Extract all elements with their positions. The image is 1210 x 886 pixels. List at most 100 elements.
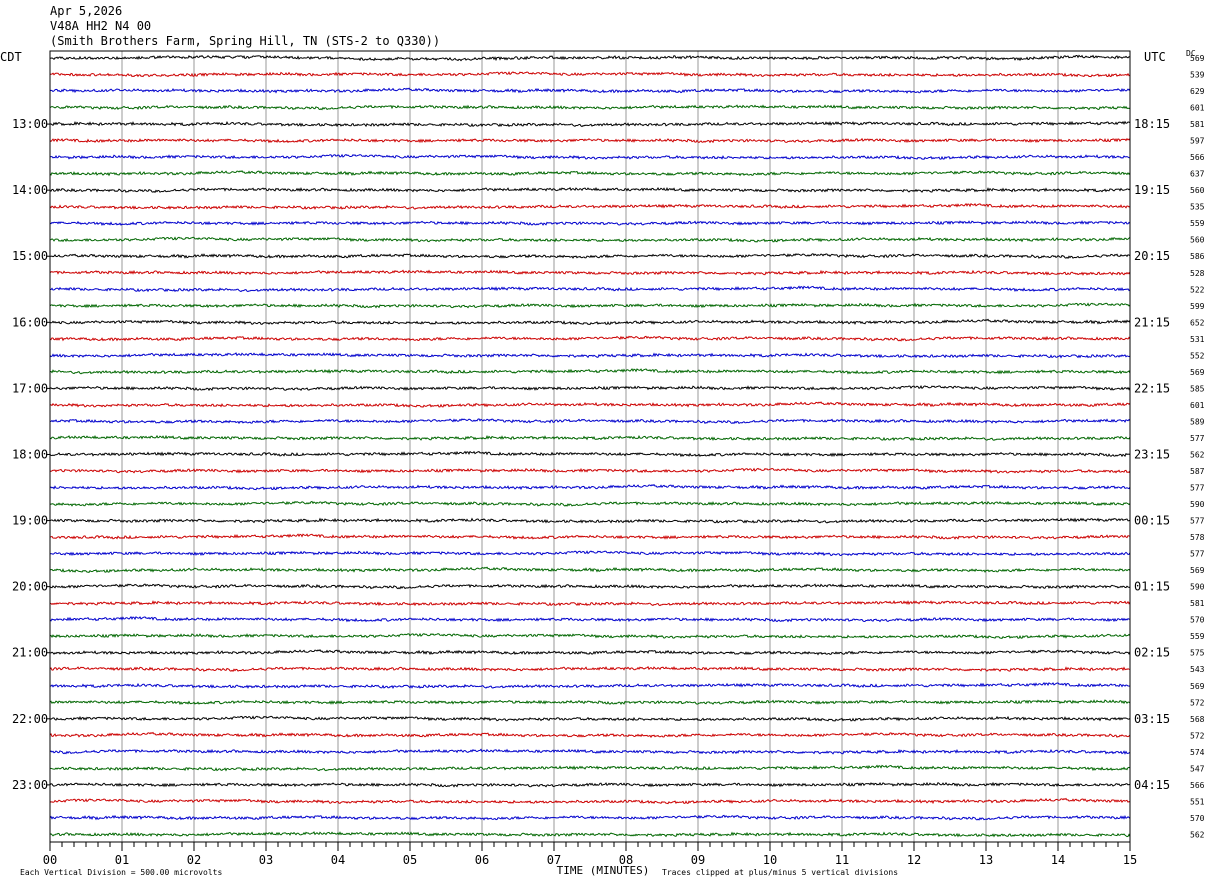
trace-row-33: [49, 583, 1131, 590]
dc-value: 597: [1190, 137, 1205, 146]
trace-row-25: [49, 450, 1131, 458]
x-tick-label: 01: [115, 853, 129, 867]
x-tick-label: 09: [691, 853, 705, 867]
left-hour-label: 17:00: [12, 381, 48, 395]
trace-row-31: [49, 550, 1131, 557]
grid-lines: [121, 51, 1059, 842]
trace-row-45: [49, 781, 1131, 788]
left-hour-label: 20:00: [12, 580, 48, 594]
trace-row-30: [49, 533, 1131, 540]
trace-row-41: [49, 715, 1131, 722]
trace-row-19: [49, 352, 1131, 359]
dc-value: 587: [1190, 467, 1205, 476]
dc-value: 566: [1190, 781, 1205, 790]
trace-row-29: [49, 517, 1131, 524]
right-hour-label: 22:15: [1134, 381, 1170, 395]
trace-row-20: [49, 368, 1131, 375]
trace-row-13: [49, 253, 1131, 259]
dc-value: 575: [1190, 649, 1205, 658]
trace-row-28: [49, 500, 1131, 507]
dc-value: 552: [1190, 351, 1205, 360]
dc-value: 522: [1190, 285, 1205, 294]
clipping-note: Traces clipped at plus/minus 5 vertical …: [662, 868, 898, 877]
x-tick-label: 12: [907, 853, 921, 867]
right-hour-label: 18:15: [1134, 117, 1170, 131]
dc-value: 551: [1190, 797, 1205, 806]
dc-value: 572: [1190, 698, 1205, 707]
dc-value: 585: [1190, 384, 1205, 393]
trace-row-40: [49, 699, 1131, 706]
left-hour-label: 16:00: [12, 315, 48, 329]
x-tick-label: 10: [763, 853, 777, 867]
x-tick-label: 14: [1051, 853, 1065, 867]
trace-row-42: [49, 731, 1131, 739]
right-axis-label: UTC: [1144, 50, 1166, 64]
trace-row-48: [49, 831, 1131, 838]
trace-row-8: [49, 170, 1131, 177]
right-hour-label: 02:15: [1134, 646, 1170, 660]
station-label: V48A HH2 N4 00: [50, 19, 152, 33]
trace-row-21: [49, 385, 1131, 392]
trace-row-17: [49, 318, 1131, 326]
dc-value: 601: [1190, 401, 1205, 410]
dc-value: 577: [1190, 550, 1205, 559]
trace-group: [49, 54, 1131, 838]
trace-row-24: [49, 434, 1131, 442]
trace-row-46: [49, 797, 1131, 805]
trace-row-37: [49, 649, 1131, 656]
dc-value: 578: [1190, 533, 1205, 542]
dc-value: 562: [1190, 830, 1205, 839]
left-hour-label: 15:00: [12, 249, 48, 263]
dc-value: 599: [1190, 302, 1205, 311]
dc-value: 566: [1190, 153, 1205, 162]
dc-value: 590: [1190, 500, 1205, 509]
trace-row-18: [49, 335, 1131, 342]
trace-row-10: [49, 202, 1131, 210]
left-hour-label: 18:00: [12, 447, 48, 461]
right-hour-label: 01:15: [1134, 580, 1170, 594]
dc-value: 581: [1190, 599, 1205, 608]
x-tick-label: 00: [43, 853, 57, 867]
plot-frame: [49, 50, 1131, 843]
dc-value: 547: [1190, 764, 1205, 773]
left-axis-label: CDT: [0, 50, 22, 64]
dc-value: 581: [1190, 120, 1205, 129]
dc-value: 574: [1190, 748, 1205, 757]
dc-value: 560: [1190, 236, 1205, 245]
x-tick-label: 02: [187, 853, 201, 867]
trace-row-4: [49, 104, 1131, 111]
dc-value: 570: [1190, 616, 1205, 625]
trace-row-11: [49, 220, 1131, 226]
x-tick-label: 15: [1123, 853, 1137, 867]
dc-value: 569: [1190, 368, 1205, 377]
x-tick-label: 04: [331, 853, 345, 867]
right-hour-label: 00:15: [1134, 514, 1170, 528]
trace-row-12: [49, 236, 1131, 243]
right-hour-label: 23:15: [1134, 447, 1170, 461]
trace-row-35: [49, 616, 1131, 623]
trace-row-16: [49, 302, 1131, 309]
trace-row-43: [49, 748, 1131, 755]
trace-row-34: [49, 600, 1131, 607]
left-hour-label: 22:00: [12, 712, 48, 726]
trace-row-14: [49, 269, 1131, 276]
dc-value: 637: [1190, 170, 1205, 179]
dc-value: 589: [1190, 417, 1205, 426]
trace-row-44: [50, 764, 1131, 772]
x-tick-label: 13: [979, 853, 993, 867]
dc-value: 570: [1190, 814, 1205, 823]
left-hour-label: 14:00: [12, 183, 48, 197]
left-hour-label: 23:00: [12, 778, 48, 792]
dc-value: 539: [1190, 71, 1205, 80]
trace-row-1: [49, 54, 1131, 62]
vertical-division-note: Each Vertical Division = 500.00 microvol…: [20, 868, 222, 877]
x-tick-label: 03: [259, 853, 273, 867]
trace-row-38: [49, 665, 1131, 673]
left-hour-label: 19:00: [12, 514, 48, 528]
right-hour-label: 03:15: [1134, 712, 1170, 726]
trace-row-22: [49, 401, 1131, 408]
dc-value: 577: [1190, 434, 1205, 443]
x-tick-label: 11: [835, 853, 849, 867]
dc-value: 531: [1190, 335, 1205, 344]
